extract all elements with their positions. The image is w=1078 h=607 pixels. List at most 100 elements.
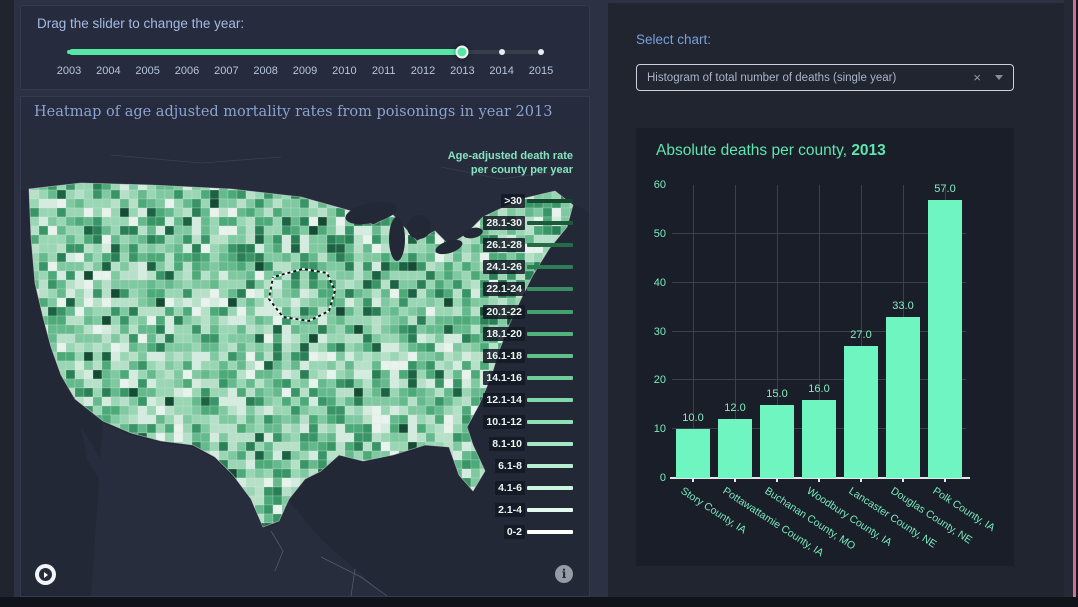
slider-year-label: 2013 [450, 65, 475, 77]
great-lakes [463, 227, 483, 239]
chart-selection-panel: Select chart: Histogram of total number … [608, 3, 1064, 597]
slider-year-label: 2009 [292, 65, 318, 77]
legend-item-label: 28.1-30 [483, 216, 525, 231]
legend-item-swatch [527, 221, 573, 226]
x-tick-mark [818, 478, 820, 482]
legend-item-label: 10.1-12 [483, 414, 525, 429]
legend-item-label: 8.1-10 [489, 437, 525, 452]
legend-item-label: 22.1-24 [483, 282, 525, 297]
legend-item-swatch [527, 199, 573, 204]
legend-item: 0-2 [448, 521, 573, 543]
canada-landmass [21, 127, 589, 245]
scrollbar-track[interactable] [1064, 0, 1073, 597]
slider-tick-2003[interactable] [67, 50, 71, 54]
legend-item-label: 26.1-28 [483, 238, 525, 253]
legend-item-swatch [527, 419, 573, 424]
clear-selection-icon[interactable]: × [973, 70, 981, 85]
legend-item-label: 0-2 [503, 525, 525, 540]
bar-Lancaster County, NE [844, 346, 878, 478]
bar-value-label: 27.0 [850, 329, 872, 342]
slider-handle[interactable] [455, 45, 469, 59]
x-tick-mark [902, 478, 904, 482]
legend-item-label: 20.1-22 [483, 304, 525, 319]
slider-year-label: 2008 [253, 65, 278, 77]
map-logo-inner [39, 568, 52, 581]
slider-tick-2009[interactable] [303, 50, 307, 54]
legend-item: 6.1-8 [448, 455, 573, 477]
slider-tick-2010[interactable] [342, 50, 347, 54]
legend-item-label: 12.1-14 [483, 392, 525, 407]
legend-item-swatch [527, 508, 573, 513]
y-tick-label: 50 [653, 227, 666, 240]
dropdown-selected-value: Histogram of total number of deaths (sin… [647, 71, 897, 84]
year-slider[interactable]: 2003 2004 2005 2006 2007 2008 2009 2010 2011 2012… [57, 45, 553, 77]
info-icon[interactable]: i [555, 565, 573, 583]
legend-item-swatch [527, 486, 573, 491]
mexico-landmass [91, 423, 385, 596]
chevron-down-icon[interactable] [995, 75, 1003, 80]
v-gridline [819, 185, 820, 478]
slider-tick-2004[interactable] [106, 50, 111, 54]
slider-tick-2015[interactable] [538, 49, 544, 55]
bar-value-label: 16.0 [808, 382, 830, 395]
slider-year-label: 2015 [528, 65, 554, 77]
y-tick-label: 20 [653, 374, 666, 387]
year-slider-panel: Drag the slider to change the year: 2003… [20, 5, 590, 90]
legend-item: 18.1-20 [448, 323, 573, 345]
bar-value-label: 12.0 [724, 402, 746, 415]
x-tick-mark [944, 478, 946, 482]
slider-year-label: 2011 [371, 65, 396, 77]
bar-Polk County, IA [928, 199, 962, 478]
x-axis-line [670, 477, 970, 479]
legend-item: 28.1-30 [448, 212, 573, 234]
us-county-map[interactable] [21, 127, 589, 596]
slider-year-label: 2003 [56, 65, 82, 77]
legend-item-swatch [527, 464, 573, 469]
slider-year-label: 2007 [214, 65, 239, 77]
slider-tick-2011[interactable] [381, 50, 386, 54]
map-legend: Age-adjusted death rate per county per y… [448, 149, 573, 544]
legend-item: 2.1-4 [448, 499, 573, 521]
slider-tick-2005[interactable] [145, 50, 150, 54]
bar-chart-title: Absolute deaths per county, 2013 [656, 142, 886, 159]
great-lakes [389, 217, 405, 261]
slider-tick-2008[interactable] [263, 50, 268, 54]
legend-item-swatch [527, 287, 573, 292]
y-tick-label: 10 [653, 423, 666, 436]
y-tick-label: 60 [653, 179, 666, 191]
heatmap-panel: Heatmap of age adjusted mortality rates … [20, 96, 590, 597]
slider-year-label: 2012 [410, 65, 436, 77]
slider-year-label: 2005 [135, 65, 160, 77]
slider-tick-2006[interactable] [185, 50, 189, 54]
page-accent-strip [1073, 0, 1076, 607]
slider-year-label: 2004 [96, 65, 121, 77]
bar-value-label: 15.0 [766, 387, 788, 400]
right-edge-strip [1076, 0, 1078, 607]
great-lakes [435, 239, 463, 255]
legend-item: 26.1-28 [448, 234, 573, 256]
v-gridline [735, 185, 736, 478]
bar-value-label: 10.0 [682, 412, 704, 425]
select-chart-label: Select chart: [636, 32, 712, 47]
slider-tick-2012[interactable] [421, 50, 425, 54]
great-lakes [407, 215, 431, 239]
y-tick-label: 0 [659, 472, 666, 484]
v-gridline [693, 185, 694, 478]
bar-Douglas County, NE [886, 316, 920, 478]
v-gridline [861, 185, 862, 478]
x-tick-mark [692, 478, 694, 482]
y-tick-label: 30 [653, 325, 666, 338]
heatmap-title: Heatmap of age adjusted mortality rates … [34, 104, 553, 120]
legend-item: 8.1-10 [448, 433, 573, 455]
slider-instruction-label: Drag the slider to change the year: [37, 16, 245, 31]
v-gridline [777, 185, 778, 478]
legend-item-swatch [527, 309, 573, 314]
chart-type-dropdown[interactable]: Histogram of total number of deaths (sin… [636, 64, 1014, 91]
slider-tick-2014[interactable] [498, 49, 505, 55]
map-logo-icon[interactable] [35, 564, 56, 585]
bottom-edge-strip [0, 597, 1078, 607]
slider-tick-2007[interactable] [224, 50, 229, 54]
choropleth-map[interactable]: Age-adjusted death rate per county per y… [21, 127, 589, 596]
bar-value-label: 33.0 [892, 299, 914, 312]
